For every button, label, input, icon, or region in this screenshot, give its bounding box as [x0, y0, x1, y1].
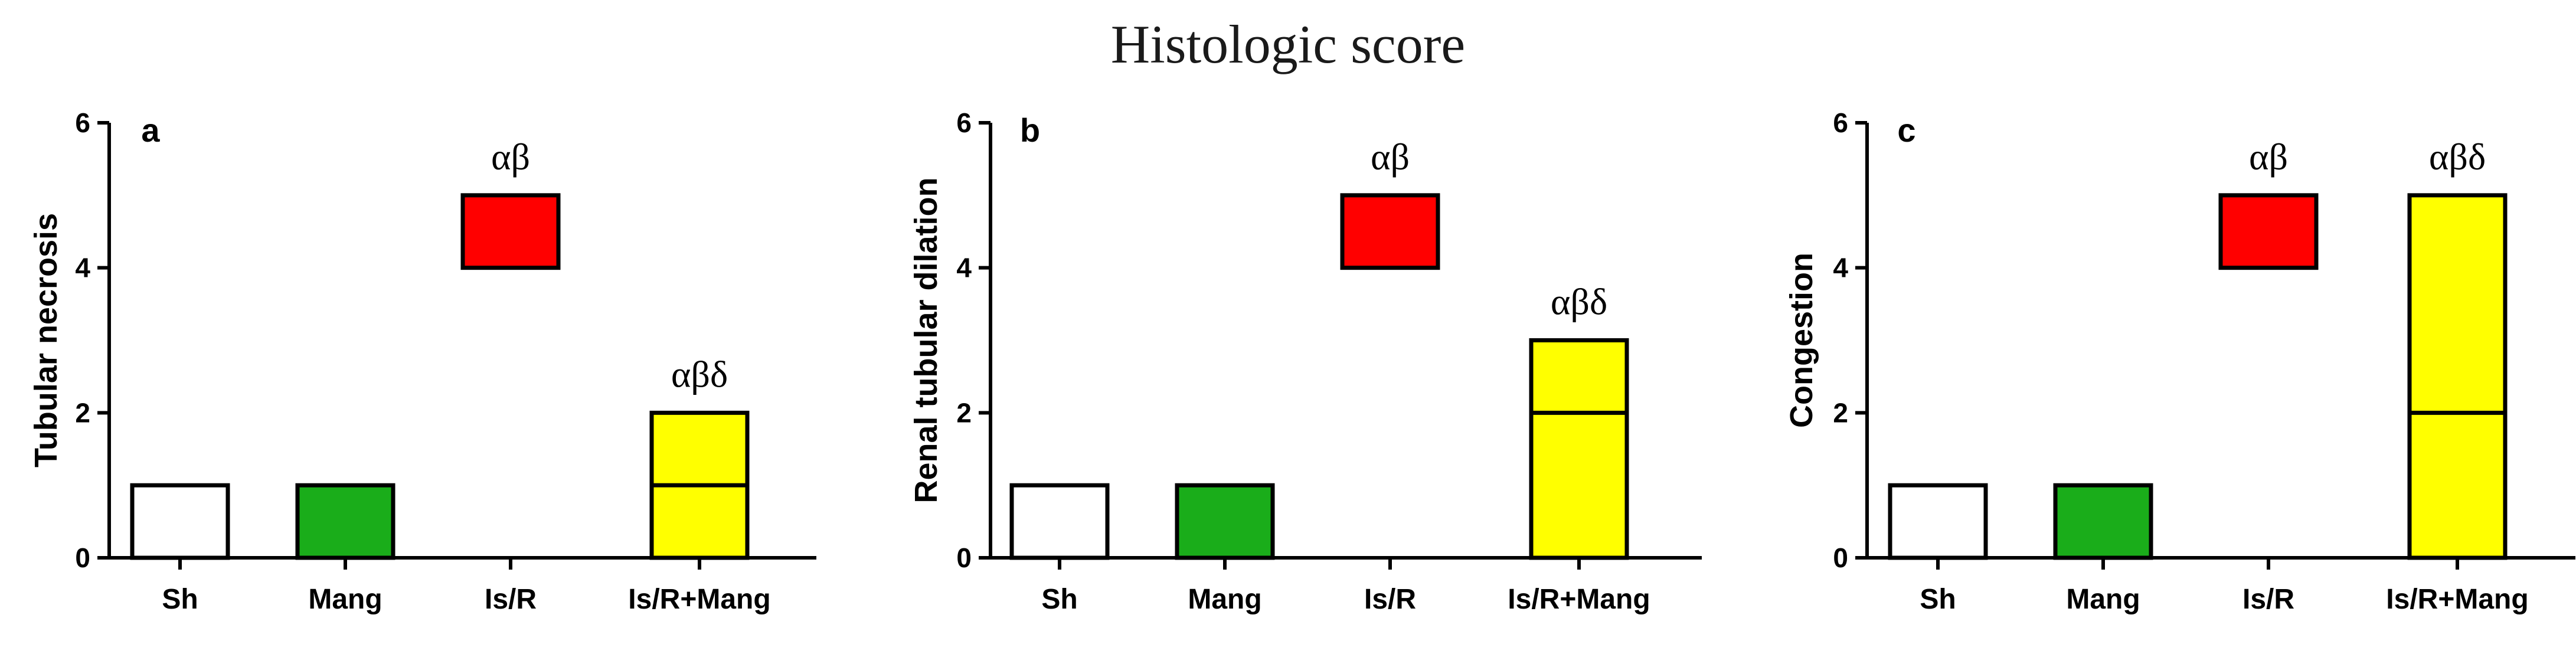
significance-label: αβδ [2429, 136, 2486, 178]
y-axis-title: Tubular necrosis [28, 213, 64, 467]
panel-letter: c [1897, 112, 1915, 149]
box-sh [1888, 483, 1988, 560]
x-category-label: Mang [1188, 584, 1261, 615]
figure-title: Histologic score [1110, 14, 1466, 74]
box-is-r [1340, 193, 1440, 270]
x-category-label: Sh [1041, 584, 1077, 615]
box-is-r [2218, 193, 2319, 270]
panel-letter: a [141, 112, 160, 149]
y-tick-label: 4 [1833, 253, 1848, 283]
box-is-r-mang [2407, 193, 2508, 560]
box-sh [130, 483, 230, 560]
box-is-r [460, 193, 561, 270]
box-mang [2053, 483, 2153, 560]
y-axis-title: Renal tubular dilation [908, 177, 944, 503]
x-category-label: Is/R+Mang [2386, 584, 2528, 615]
box-mang [295, 483, 395, 560]
y-tick-label: 0 [75, 542, 90, 573]
y-axis-title: Congestion [1784, 253, 1819, 428]
x-category-label: Mang [2066, 584, 2140, 615]
y-tick-label: 2 [1833, 397, 1848, 428]
y-tick-label: 0 [956, 542, 972, 573]
significance-label: αβ [1371, 136, 1410, 178]
y-tick-label: 2 [956, 397, 972, 428]
x-category-label: Is/R [2242, 584, 2294, 615]
significance-label: αβ [2249, 136, 2288, 178]
panel-letter: b [1020, 112, 1040, 149]
x-category-label: Sh [1920, 584, 1956, 615]
x-category-label: Mang [308, 584, 382, 615]
x-category-label: Is/R [485, 584, 537, 615]
box-sh [1009, 483, 1110, 560]
box-is-r-mang [1529, 338, 1629, 560]
box-mang [1175, 483, 1275, 560]
significance-label: αβ [491, 136, 530, 178]
y-tick-label: 0 [1833, 542, 1848, 573]
y-tick-label: 6 [956, 107, 972, 138]
y-tick-label: 2 [75, 397, 90, 428]
significance-label: αβδ [671, 353, 728, 395]
x-category-label: Is/R+Mang [1508, 584, 1650, 615]
x-category-label: Is/R [1364, 584, 1416, 615]
x-category-label: Is/R+Mang [628, 584, 770, 615]
y-tick-label: 4 [75, 253, 90, 283]
x-category-label: Sh [162, 584, 198, 615]
y-tick-label: 6 [1833, 107, 1848, 138]
chart-panel-a: 0 2 4 6 Sh Mang Is/R Is/R+Mang Tubular necrosis a… [28, 107, 816, 615]
y-tick-label: 6 [75, 107, 90, 138]
chart-panel-b: 0 2 4 6 Sh Mang Is/R Is/R+Mang Renal tubular dil… [908, 107, 1702, 615]
chart-panel-c: 0 2 4 6 Sh Mang Is/R Is/R+Mang Congestion c αβ αβδ [1784, 107, 2575, 615]
y-tick-label: 4 [956, 253, 972, 283]
significance-label: αβδ [1551, 281, 1607, 323]
